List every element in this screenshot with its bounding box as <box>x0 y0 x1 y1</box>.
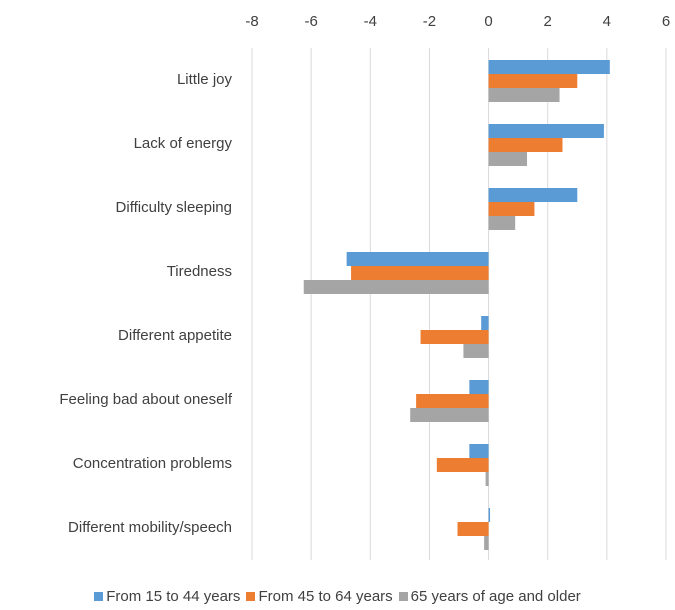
y-tick-label: Concentration problems <box>73 455 232 472</box>
bar <box>488 60 610 74</box>
bar <box>488 138 563 152</box>
y-tick-label: Feeling bad about oneself <box>59 391 232 408</box>
legend: From 15 to 44 years From 45 to 64 years 65… <box>0 588 675 605</box>
y-tick-label: Different mobility/speech <box>68 519 232 536</box>
bar <box>436 458 489 472</box>
bar <box>351 266 489 280</box>
legend-swatch <box>398 592 408 601</box>
bar <box>488 88 560 102</box>
x-tick-label: -2 <box>423 13 436 30</box>
x-tick-label: 4 <box>603 13 611 30</box>
bar <box>488 202 535 216</box>
bar <box>410 408 489 422</box>
y-tick-label: Little joy <box>177 71 233 88</box>
bar <box>346 252 489 266</box>
bar <box>488 74 578 88</box>
chart: -8 -6 -4 -2 0 2 4 6 Little joy Lack of energy Diff… <box>59 13 670 560</box>
legend-item: 65 years of age and older <box>398 588 581 605</box>
x-tick-label: 2 <box>544 13 552 30</box>
x-tick-label: 0 <box>484 13 492 30</box>
bar <box>488 216 516 230</box>
x-tick-label: -4 <box>364 13 377 30</box>
bar <box>488 124 604 138</box>
bar <box>457 522 489 536</box>
legend-swatch <box>246 592 256 601</box>
legend-label: From 15 to 44 years <box>106 588 241 605</box>
y-tick-label: Tiredness <box>167 263 232 280</box>
legend-item: From 15 to 44 years <box>94 588 240 605</box>
bar <box>485 472 489 486</box>
bar <box>463 344 489 358</box>
legend-label: From 45 to 64 years <box>258 588 393 605</box>
bar <box>469 380 489 394</box>
legend-swatch <box>94 592 104 601</box>
bar <box>420 330 489 344</box>
y-tick-label: Different appetite <box>118 327 232 344</box>
x-tick-label: -6 <box>304 13 317 30</box>
legend-item: From 45 to 64 years <box>246 588 393 605</box>
y-tick-label: Difficulty sleeping <box>116 199 232 216</box>
x-tick-label: -8 <box>245 13 258 30</box>
bar <box>488 152 528 166</box>
y-tick-label: Lack of energy <box>134 135 233 152</box>
bar <box>484 536 489 550</box>
bar <box>469 444 489 458</box>
bar <box>481 316 489 330</box>
x-tick-label: 6 <box>662 13 670 30</box>
bar <box>416 394 489 408</box>
bar <box>488 188 578 202</box>
bar <box>488 508 491 522</box>
bar <box>303 280 489 294</box>
legend-label: 65 years of age and older <box>410 588 581 605</box>
